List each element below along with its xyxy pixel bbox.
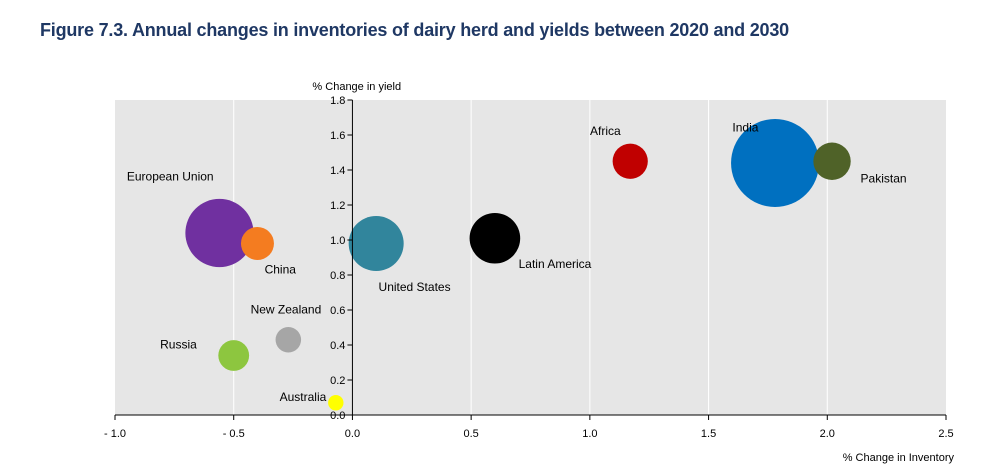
x-tick-label-2: 0.0 (345, 428, 360, 440)
y-tick-label-1: 0.2 (330, 375, 345, 387)
bubble-european-union (185, 198, 254, 268)
bubble-label-africa: Africa (590, 124, 621, 138)
x-tick-label-6: 2.0 (820, 428, 835, 440)
bubble-australia (328, 395, 344, 411)
bubble-labels: European Union China New Zealand Russia Aust… (127, 121, 907, 405)
bubble-label-china: China (265, 262, 297, 276)
y-tick-label-2: 0.4 (330, 340, 345, 352)
bubble-latin-america (469, 212, 521, 264)
bubble-label-european-union: European Union (127, 170, 214, 184)
bubble-africa (612, 143, 648, 179)
x-tick-label-0: - 1.0 (104, 428, 126, 440)
y-tick-label-5: 1.0 (330, 235, 345, 247)
bubble-label-latin-america: Latin America (519, 257, 592, 271)
y-tick-label-0: 0.0 (330, 410, 345, 422)
bubble-china (240, 227, 274, 260)
bubble-united-states (348, 216, 404, 271)
x-tick-label-7: 2.5 (938, 428, 953, 440)
bubbles (185, 119, 851, 411)
x-tick-label-5: 1.5 (701, 428, 716, 440)
axes: - 1.0 - 0.5 0.0 0.5 1.0 1.5 2.0 2.5 0.0 0.2 0.4 0.6… (104, 95, 954, 440)
y-tick-label-4: 0.8 (330, 270, 345, 282)
y-axis-label: % Change in yield (312, 81, 401, 93)
bubble-pakistan (813, 142, 851, 180)
bubble-label-united-states: United States (379, 280, 451, 294)
bubble-india (731, 119, 820, 207)
y-tick-label-3: 0.6 (330, 305, 345, 317)
chart-title: Figure 7.3. Annual changes in inventorie… (40, 20, 789, 40)
x-tick-label-4: 1.0 (582, 428, 597, 440)
x-tick-label-1: - 0.5 (223, 428, 245, 440)
bubble-label-new-zealand: New Zealand (251, 303, 322, 317)
y-tick-label-8: 1.6 (330, 130, 345, 142)
bubble-label-india: India (732, 121, 758, 135)
y-tick-label-9: 1.8 (330, 95, 345, 107)
bubble-label-pakistan: Pakistan (861, 171, 907, 185)
x-tick-label-3: 0.5 (463, 428, 478, 440)
x-axis-label: % Change in Inventory (843, 452, 955, 464)
y-tick-label-7: 1.4 (330, 165, 345, 177)
bubble-label-australia: Australia (280, 390, 327, 404)
bubble-russia (218, 340, 250, 371)
bubble-label-russia: Russia (160, 338, 197, 352)
y-tick-label-6: 1.2 (330, 200, 345, 212)
bubble-new-zealand (275, 326, 302, 353)
